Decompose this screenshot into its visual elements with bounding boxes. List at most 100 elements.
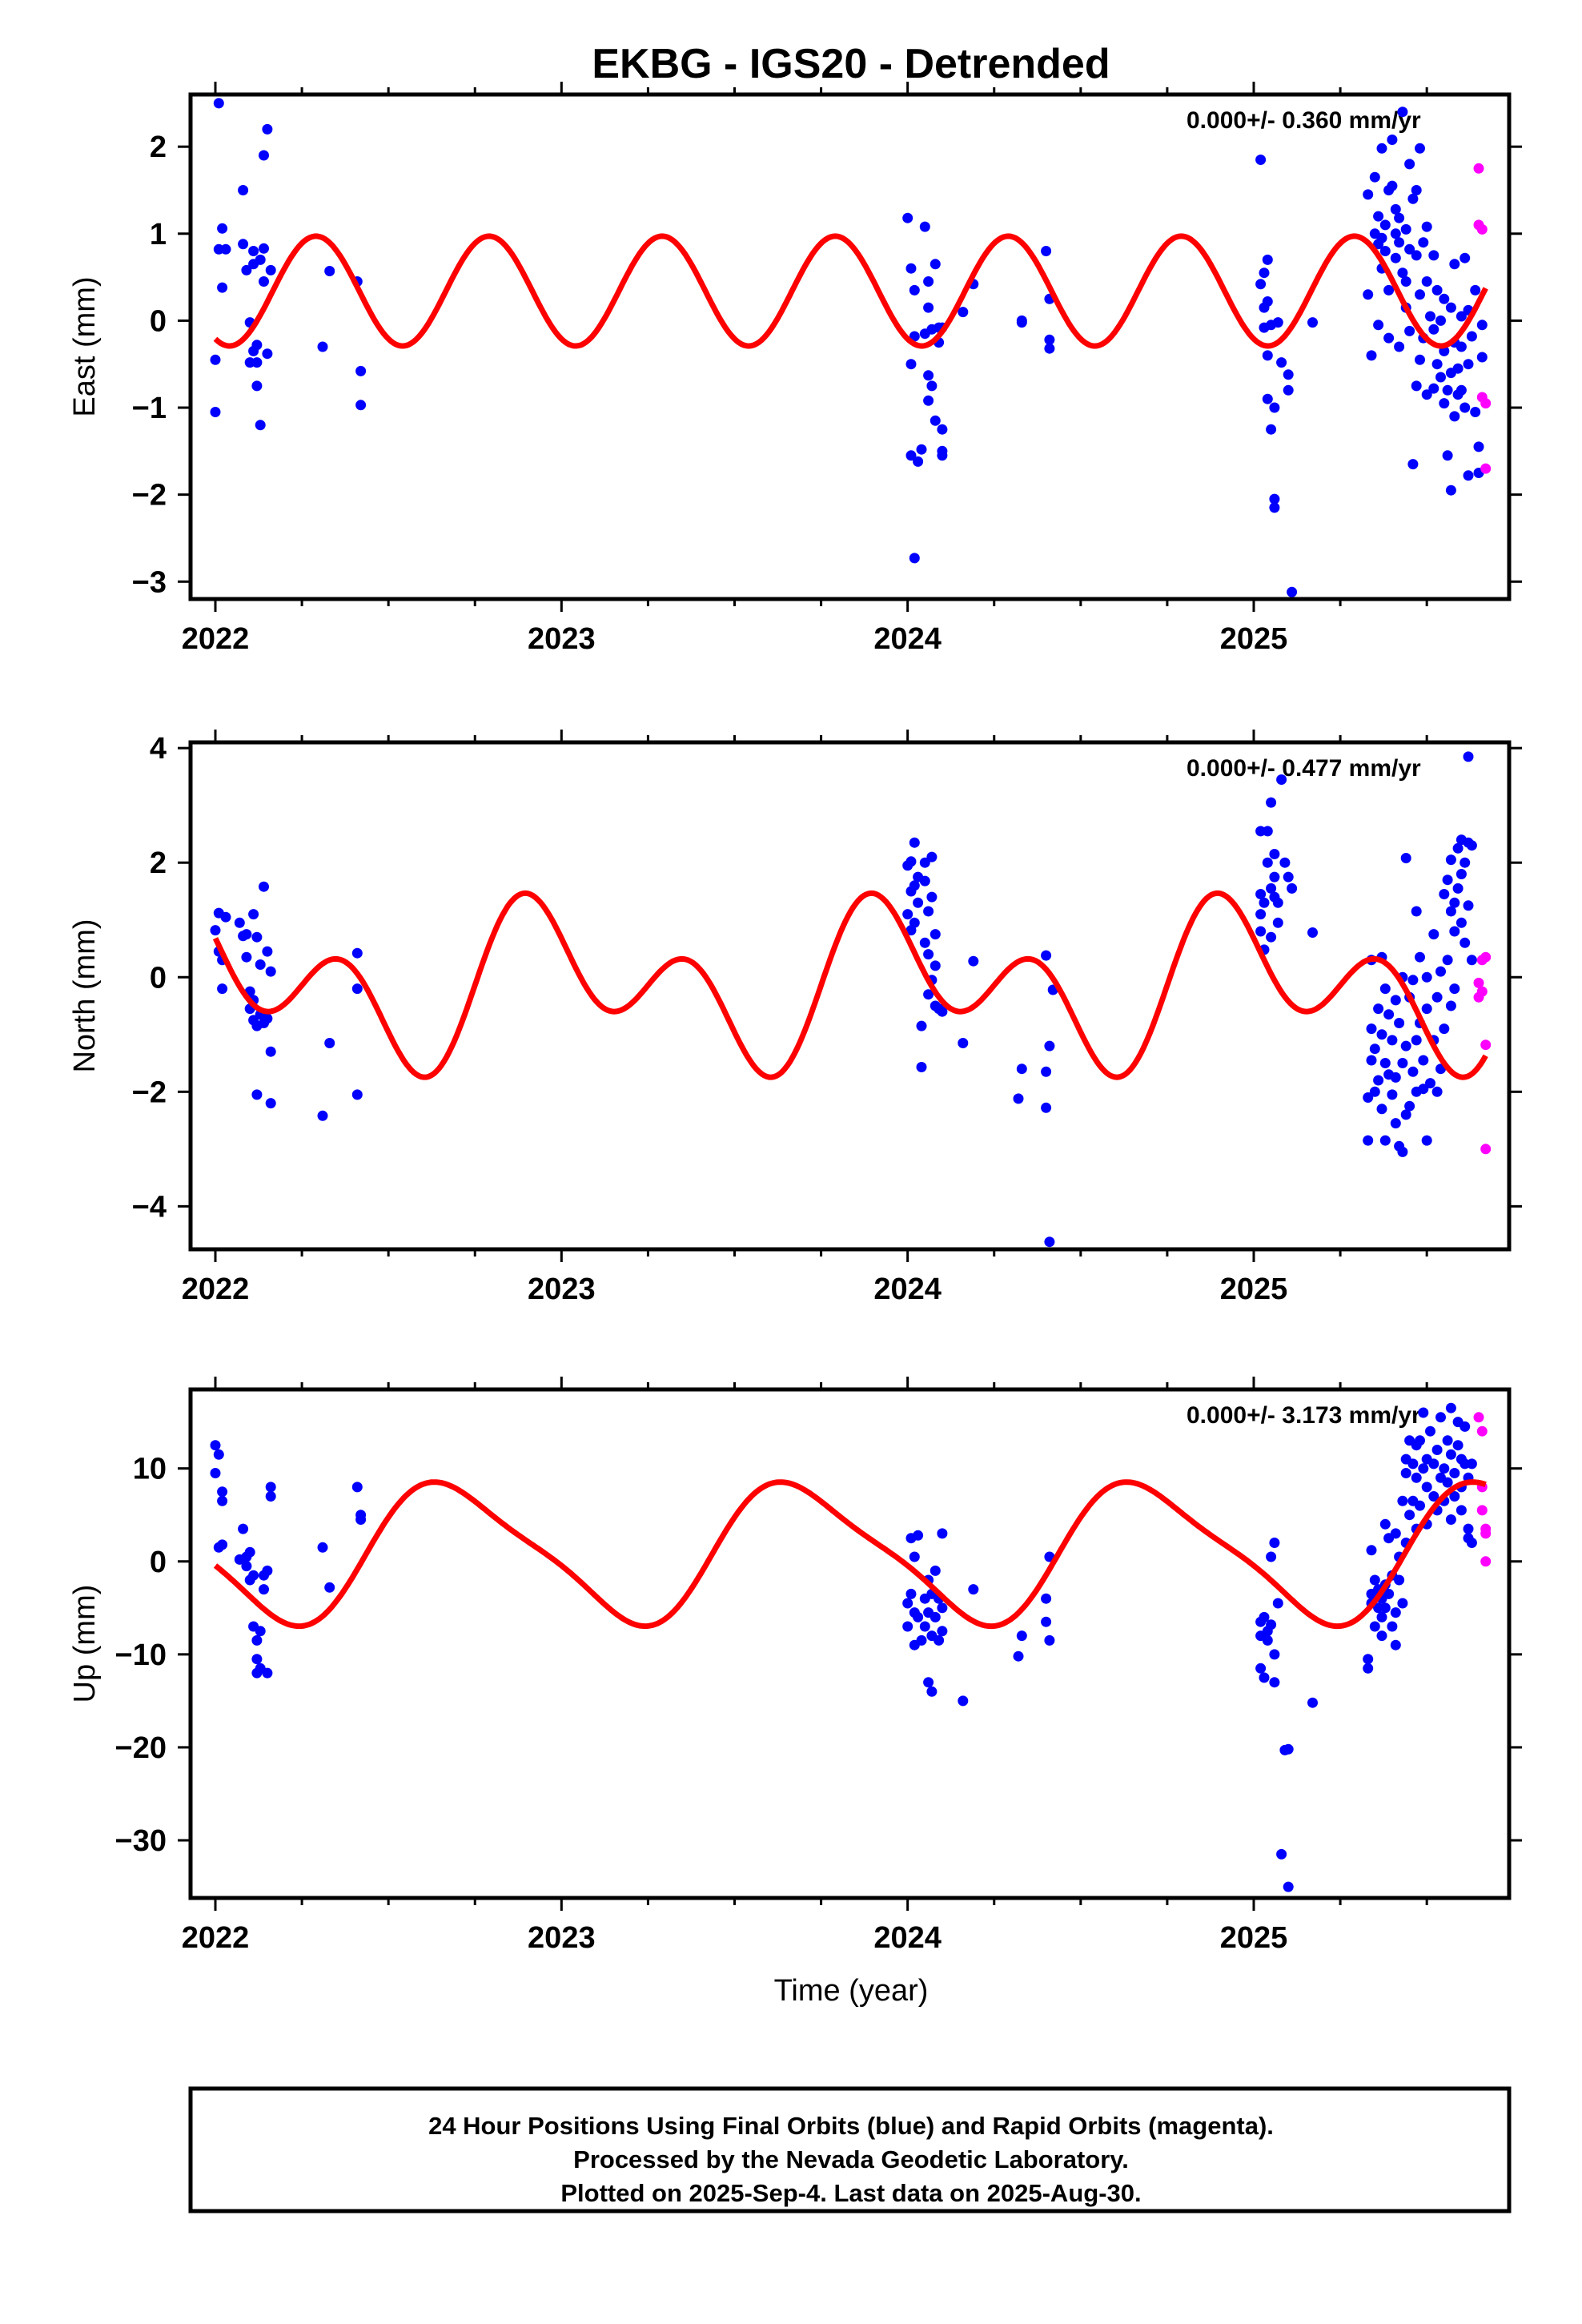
final-orbit-point xyxy=(1456,869,1467,879)
final-orbit-point xyxy=(1379,1058,1391,1068)
final-orbit-point xyxy=(351,947,363,959)
final-orbit-point xyxy=(1266,1619,1277,1630)
final-orbit-point xyxy=(1404,325,1415,336)
final-orbit-point xyxy=(355,1514,367,1525)
final-orbit-point xyxy=(244,1546,255,1558)
final-orbit-point xyxy=(317,1542,328,1553)
final-orbit-point xyxy=(241,264,252,275)
final-orbit-point xyxy=(1463,900,1474,911)
final-orbit-point xyxy=(1262,296,1273,307)
final-orbit-point xyxy=(1259,897,1270,908)
final-orbit-point xyxy=(919,221,930,232)
final-orbit-point xyxy=(1421,971,1432,983)
final-orbit-point xyxy=(1428,1491,1439,1502)
final-orbit-point xyxy=(213,98,224,109)
final-orbit-point xyxy=(265,966,276,977)
seasonal-model-curve xyxy=(212,890,1488,1080)
final-orbit-point xyxy=(1415,354,1425,365)
final-orbit-point xyxy=(1376,232,1387,243)
y-tick-label: 0 xyxy=(150,961,167,995)
final-orbit-point xyxy=(1394,1018,1405,1028)
final-orbit-point xyxy=(923,1677,934,1688)
final-orbit-point xyxy=(1470,284,1481,296)
final-orbit-point xyxy=(1390,1607,1401,1618)
final-orbit-point xyxy=(1373,1075,1384,1086)
final-orbit-point xyxy=(1373,211,1384,222)
panel-3: 2022 2023 2024 2025 −30 −20 −10 0 10 Up (mm) 0.000… xyxy=(68,1377,1522,1955)
final-orbit-point xyxy=(251,380,263,392)
final-orbit-point xyxy=(1044,1040,1055,1051)
final-orbit-point xyxy=(1044,1236,1055,1248)
final-orbit-point xyxy=(1400,1040,1411,1051)
final-orbit-point xyxy=(926,851,938,862)
final-orbit-point xyxy=(1397,1058,1408,1068)
final-orbit-point xyxy=(251,357,263,368)
final-orbit-point xyxy=(934,1634,945,1646)
final-orbit-point xyxy=(1456,917,1467,928)
final-orbit-point xyxy=(923,370,934,381)
x-tick-label: 2023 xyxy=(528,1921,596,1955)
y-tick-label: 4 xyxy=(150,732,167,766)
final-orbit-point xyxy=(1476,320,1488,331)
final-orbit-point xyxy=(1415,951,1425,963)
final-orbit-point xyxy=(1041,246,1052,256)
final-orbit-point xyxy=(905,450,917,461)
y-tick-label: −4 xyxy=(132,1190,167,1224)
final-orbit-point xyxy=(355,400,367,411)
final-orbit-point xyxy=(234,917,245,928)
final-orbit-point xyxy=(902,1621,913,1632)
final-orbit-point xyxy=(1404,1510,1415,1521)
final-orbit-point xyxy=(923,276,934,287)
rapid-orbit-point xyxy=(1480,951,1492,963)
final-orbit-point xyxy=(1428,1458,1439,1470)
final-orbit-point xyxy=(210,1468,221,1478)
final-orbit-point xyxy=(905,359,917,370)
x-tick-label: 2022 xyxy=(182,1921,250,1955)
final-orbit-point xyxy=(1387,1621,1398,1632)
final-orbit-point xyxy=(1400,276,1411,287)
final-orbit-point xyxy=(1415,1500,1425,1511)
final-orbit-point xyxy=(1383,1009,1395,1020)
final-orbit-point xyxy=(251,1089,263,1100)
final-orbit-point xyxy=(1442,1477,1453,1488)
final-orbit-point xyxy=(1041,1066,1052,1077)
final-orbit-point xyxy=(1376,1611,1387,1622)
final-orbit-point xyxy=(255,420,266,431)
final-orbit-point xyxy=(255,959,266,970)
final-orbit-point xyxy=(1456,384,1467,396)
final-orbit-point xyxy=(930,929,941,940)
final-orbit-point xyxy=(210,407,221,417)
trend-rate-label: 0.000+/- 3.173 mm/yr xyxy=(1186,1402,1421,1429)
rapid-orbit-point xyxy=(1476,223,1488,235)
final-orbit-point xyxy=(1363,289,1374,300)
final-orbit-point xyxy=(937,1006,948,1017)
final-orbit-point xyxy=(1259,1672,1270,1683)
final-orbit-point xyxy=(913,897,924,908)
final-orbit-point xyxy=(1452,883,1464,894)
y-tick-label: 1 xyxy=(150,218,167,251)
x-tick-label: 2025 xyxy=(1220,622,1288,656)
y-axis-label: East (mm) xyxy=(68,276,102,416)
final-orbit-point xyxy=(1269,871,1280,883)
final-orbit-point xyxy=(1041,950,1052,961)
final-orbit-point xyxy=(1407,1458,1419,1470)
final-orbit-point xyxy=(217,223,228,234)
final-orbit-point xyxy=(1266,797,1277,808)
final-orbit-point xyxy=(238,239,249,250)
final-orbit-point xyxy=(1369,171,1380,183)
final-orbit-point xyxy=(1466,1458,1477,1470)
final-orbit-point xyxy=(1460,1421,1471,1432)
final-orbit-point xyxy=(248,246,259,256)
final-orbit-point xyxy=(1363,1663,1374,1674)
final-orbit-point xyxy=(1411,380,1422,392)
final-orbit-point xyxy=(1363,189,1374,200)
final-orbit-point xyxy=(926,380,938,392)
final-orbit-point xyxy=(1456,341,1467,352)
final-orbit-point xyxy=(1418,1463,1429,1474)
final-orbit-point xyxy=(220,911,231,923)
y-tick-label: −1 xyxy=(132,392,167,425)
final-orbit-point xyxy=(259,1584,269,1595)
final-orbit-point xyxy=(1421,1003,1432,1015)
final-orbit-point xyxy=(1041,1102,1052,1113)
final-orbit-point xyxy=(1397,1598,1408,1609)
